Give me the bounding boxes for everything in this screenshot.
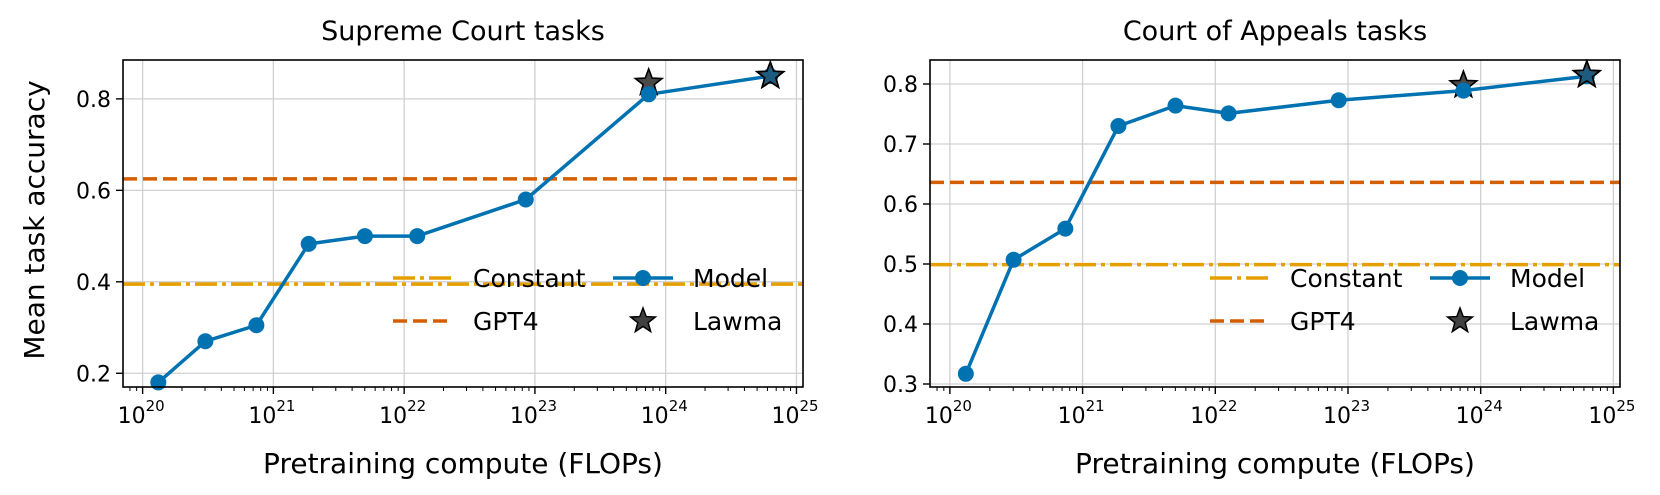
plot-frame — [122, 59, 804, 388]
shared-y-axis-label: Mean task accuracy — [18, 80, 51, 359]
y-tick-label: 0.4 — [883, 313, 918, 338]
x-tick-label: 10 22 — [379, 397, 426, 429]
chart-title: Court of Appeals tasks — [1123, 16, 1427, 47]
legend-gpt4-label: GPT4 — [473, 307, 539, 336]
x-tick-base: 10 — [1323, 404, 1351, 429]
model-point — [957, 365, 974, 382]
model-point — [1220, 105, 1237, 122]
x-tick-base: 10 — [1456, 404, 1484, 429]
lawma-star-marker-overlay — [1571, 58, 1603, 89]
model-point — [1057, 220, 1074, 237]
x-tick-base: 10 — [510, 404, 538, 429]
x-tick-base: 10 — [1058, 404, 1086, 429]
model-point — [150, 374, 167, 391]
x-tick-label: 10 25 — [1588, 397, 1635, 429]
legend-model-marker — [1452, 270, 1468, 286]
legend-lawma-label: Lawma — [1510, 307, 1599, 336]
chart-title: Supreme Court tasks — [321, 16, 605, 47]
x-tick-exponent: 23 — [1351, 397, 1370, 415]
x-tick-label: 10 22 — [1190, 397, 1237, 429]
legend-constant-label: Constant — [1290, 264, 1403, 293]
model-point — [197, 333, 214, 350]
x-tick-base: 10 — [771, 404, 799, 429]
x-tick-exponent: 24 — [669, 397, 688, 415]
legend-lawma-marker — [628, 305, 658, 334]
model-point — [1330, 92, 1347, 109]
model-point — [409, 228, 426, 245]
x-tick-label: 10 24 — [641, 397, 688, 429]
x-tick-base: 10 — [925, 404, 953, 429]
x-tick-exponent: 24 — [1484, 397, 1503, 415]
legend-lawma-marker — [1445, 305, 1475, 334]
legend-model-label: Model — [1510, 264, 1585, 293]
y-tick-label: 0.6 — [883, 193, 918, 218]
x-tick-label: 10 20 — [118, 397, 165, 429]
model-point — [1167, 97, 1184, 114]
legend-constant-label: Constant — [473, 264, 586, 293]
legend: Constant GPT4 Model Lawma — [393, 264, 782, 336]
x-tick-base: 10 — [1588, 404, 1616, 429]
plot-frame — [929, 59, 1621, 388]
x-tick-label: 10 23 — [510, 397, 557, 429]
y-tick-label: 0.3 — [883, 373, 918, 398]
x-tick-exponent: 22 — [407, 397, 426, 415]
lawma-star-marker-overlay — [754, 59, 786, 90]
y-tick-label: 0.6 — [76, 179, 111, 204]
x-tick-label: 10 24 — [1456, 397, 1503, 429]
legend: Constant GPT4 Model Lawma — [1210, 264, 1599, 336]
model-point — [1455, 82, 1472, 99]
x-tick-base: 10 — [641, 404, 669, 429]
legend-lawma-label: Lawma — [693, 307, 782, 336]
y-tick-label: 0.8 — [76, 88, 111, 113]
x-tick-base: 10 — [1190, 404, 1218, 429]
x-tick-exponent: 21 — [276, 397, 295, 415]
x-axis-label: Pretraining compute (FLOPs) — [1075, 447, 1475, 480]
x-tick-base: 10 — [379, 404, 407, 429]
y-tick-label: 0.4 — [76, 271, 111, 296]
y-tick-label: 0.5 — [883, 253, 918, 278]
x-tick-exponent: 25 — [799, 397, 818, 415]
x-tick-label: 10 20 — [925, 397, 972, 429]
y-tick-label: 0.2 — [76, 362, 111, 387]
model-point — [1005, 251, 1022, 268]
x-tick-exponent: 22 — [1218, 397, 1237, 415]
model-point — [300, 235, 317, 252]
x-axis-label: Pretraining compute (FLOPs) — [263, 447, 663, 480]
x-tick-label: 10 25 — [771, 397, 818, 429]
model-point — [640, 86, 657, 103]
x-tick-label: 10 23 — [1323, 397, 1370, 429]
legend-gpt4-label: GPT4 — [1290, 307, 1356, 336]
y-tick-label: 0.8 — [883, 73, 918, 98]
panel-court-of-appeals: 0.30.40.50.60.70.810 20 10 21 10 22 10 23 10 24 10… — [883, 16, 1635, 480]
model-point — [248, 317, 265, 334]
x-tick-exponent: 20 — [146, 397, 165, 415]
y-tick-label: 0.7 — [883, 133, 918, 158]
model-series-line — [157, 74, 771, 384]
panel-supreme-court: 0.20.40.60.810 20 10 21 10 22 10 23 10 24 10 25Supr… — [76, 16, 819, 480]
model-point — [1110, 118, 1127, 134]
model-point — [1578, 68, 1595, 85]
x-tick-exponent: 25 — [1616, 397, 1635, 415]
x-tick-base: 10 — [118, 404, 146, 429]
x-tick-exponent: 21 — [1086, 397, 1105, 415]
x-tick-label: 10 21 — [248, 397, 295, 429]
x-tick-base: 10 — [248, 404, 276, 429]
x-tick-label: 10 21 — [1058, 397, 1105, 429]
x-tick-exponent: 23 — [538, 397, 557, 415]
model-point — [517, 191, 534, 208]
model-point — [356, 228, 373, 245]
legend-model-marker — [635, 270, 651, 286]
legend-model-label: Model — [693, 264, 768, 293]
x-tick-exponent: 20 — [953, 397, 972, 415]
